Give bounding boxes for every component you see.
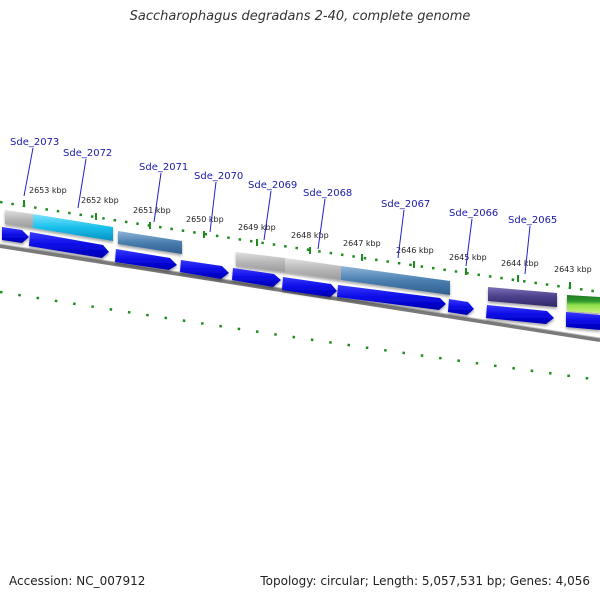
gene-arrow[interactable] bbox=[115, 249, 177, 270]
gene-labels: Sde_2073 Sde_2072 Sde_2071 Sde_2070 Sde_… bbox=[10, 137, 557, 275]
gene-arrow[interactable] bbox=[180, 260, 229, 279]
gene-arrow[interactable] bbox=[282, 277, 337, 297]
gene-arrow[interactable] bbox=[29, 232, 109, 258]
label-leader-line bbox=[524, 225, 531, 275]
gene-arrow[interactable] bbox=[486, 305, 554, 324]
gene-label-sde-2071[interactable]: Sde_2071 bbox=[139, 162, 188, 173]
feature-sde-2065[interactable] bbox=[488, 287, 557, 307]
feature-sde-2071[interactable] bbox=[118, 231, 182, 254]
feature-next-gene[interactable] bbox=[567, 295, 600, 313]
tick-label: 2649 kbp bbox=[238, 223, 276, 232]
label-leader-line bbox=[397, 209, 405, 259]
accession-label: Accession: NC_007912 bbox=[9, 574, 146, 588]
feature-sde-2073[interactable] bbox=[5, 210, 33, 228]
tick-label: 2644 kbp bbox=[501, 259, 539, 268]
gene-label-sde-2068[interactable]: Sde_2068 bbox=[303, 188, 352, 199]
genome-summary-label: Topology: circular; Length: 5,057,531 bp… bbox=[260, 574, 590, 588]
feature-sde-2067[interactable] bbox=[341, 266, 450, 295]
tick-label: 2645 kbp bbox=[449, 253, 487, 262]
gene-arrow[interactable] bbox=[566, 312, 600, 330]
gene-arrow[interactable] bbox=[337, 285, 446, 310]
label-leader-line bbox=[465, 218, 473, 267]
label-leader-line bbox=[23, 147, 34, 197]
label-leader-line bbox=[209, 181, 217, 233]
inner-dotted-ring bbox=[0, 290, 600, 382]
scale-ticks: 2653 kbp 2652 kbp 2651 kbp 2650 kbp 2649… bbox=[23, 186, 592, 289]
tick-label: 2647 kbp bbox=[343, 239, 381, 248]
feature-sde-2068[interactable] bbox=[285, 258, 341, 280]
gene-label-sde-2069[interactable]: Sde_2069 bbox=[248, 180, 297, 191]
tick-label: 2651 kbp bbox=[133, 206, 171, 215]
tick-label: 2650 kbp bbox=[186, 215, 224, 224]
gene-label-sde-2066[interactable]: Sde_2066 bbox=[449, 208, 498, 219]
tick-label: 2652 kbp bbox=[81, 196, 119, 205]
gene-arrow-track bbox=[2, 227, 600, 330]
feature-sde-2069[interactable] bbox=[236, 252, 285, 272]
tick-label: 2643 kbp bbox=[554, 265, 592, 274]
feature-sde-2072[interactable] bbox=[33, 214, 113, 241]
gene-label-sde-2072[interactable]: Sde_2072 bbox=[63, 148, 112, 159]
tick-label: 2646 kbp bbox=[396, 246, 434, 255]
genome-backbone bbox=[0, 244, 600, 342]
gene-arrow[interactable] bbox=[232, 268, 281, 287]
map-title: Saccharophagus degradans 2-40, complete … bbox=[129, 9, 471, 24]
gene-arrow[interactable] bbox=[2, 227, 29, 243]
tick-label: 2653 kbp bbox=[29, 186, 67, 195]
label-leader-line bbox=[77, 158, 87, 209]
gene-label-sde-2073[interactable]: Sde_2073 bbox=[10, 137, 59, 148]
gene-label-sde-2070[interactable]: Sde_2070 bbox=[194, 171, 243, 182]
gene-arrow[interactable] bbox=[448, 299, 474, 315]
label-leader-line bbox=[263, 190, 272, 241]
label-leader-line bbox=[317, 198, 326, 250]
label-leader-line bbox=[153, 172, 162, 223]
feature-track bbox=[5, 210, 600, 313]
gene-label-sde-2067[interactable]: Sde_2067 bbox=[381, 199, 430, 210]
tick-label: 2648 kbp bbox=[291, 231, 329, 240]
gene-label-sde-2065[interactable]: Sde_2065 bbox=[508, 215, 557, 226]
